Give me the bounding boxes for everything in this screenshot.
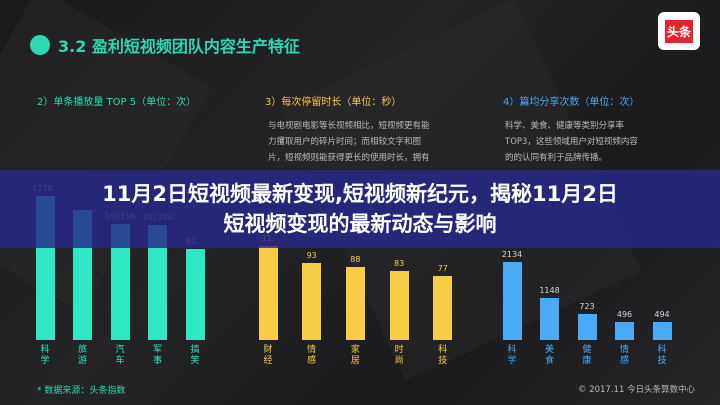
bar-时尚: [389, 270, 409, 340]
bar-搞笑: [185, 248, 205, 340]
value-label: 494: [654, 309, 670, 319]
value-label: 77: [437, 263, 448, 273]
bar-科技: [433, 275, 453, 340]
text-line: TOP3，这些领域用户对短视频内容: [505, 137, 638, 147]
bar-汽车: [110, 223, 130, 340]
text-line: 片，短视频则能获得更长的使用时长，拥有: [268, 153, 430, 163]
bullet-dot-icon: [30, 35, 50, 55]
category-label: 汽车: [115, 345, 125, 366]
logo-text: 头条: [664, 19, 693, 43]
category-label: 美食: [544, 345, 554, 366]
bar-美食: [540, 298, 559, 340]
bar-科学: [502, 262, 522, 340]
shares-description: 科学、美食、健康等类别分享率 TOP3，这些领域用户对短视频内容 的的认同有利于…: [505, 118, 638, 166]
category-label: 健康: [582, 345, 592, 366]
text-line: 与电视剧电影等长视频相比，短视频更有能: [268, 121, 430, 131]
category-label: 财经: [263, 345, 273, 366]
category-label: 搞笑: [190, 345, 200, 366]
section-title-duration: 3）每次停留时长（单位：秒）: [265, 97, 402, 108]
category-label: 情感: [307, 345, 317, 366]
data-source: * 数据来源：头条指数: [37, 386, 126, 396]
category-label: 旅游: [77, 345, 87, 366]
category-label: 科学: [40, 345, 50, 366]
category-label: 科技: [438, 345, 448, 366]
bar-健康: [577, 313, 597, 340]
text-line: 科学、美食、健康等类别分享率: [505, 121, 625, 131]
bar-军事: [148, 224, 167, 340]
value-label: 83: [394, 258, 405, 268]
category-label: 科技: [657, 345, 667, 366]
bar-情感: [615, 321, 634, 340]
copyright: © 2017.11 今日头条算数中心: [578, 385, 696, 395]
bar-财经: [258, 246, 278, 340]
duration-description: 与电视剧电影等长视频相比，短视频更有能 力攫取用户的碎片时间；而相较文字和图 片…: [268, 118, 430, 166]
value-label: 2134: [501, 250, 523, 259]
toutiao-logo: 头条: [658, 12, 700, 50]
value-label: 88: [350, 254, 361, 264]
section-title-shares: 4）篇均分享次数（单位：次）: [503, 97, 640, 108]
slide-title: 3.2 盈利短视频团队内容生产特征: [58, 37, 300, 56]
value-label: 496: [616, 309, 633, 319]
bar-情感: [302, 262, 322, 340]
value-label: 93: [306, 250, 317, 260]
section-title-plays: 2）单条播放量 TOP 5（单位：次）: [37, 97, 197, 108]
category-label: 家居: [350, 345, 360, 366]
category-label: 科学: [507, 345, 517, 366]
category-label: 时尚: [394, 345, 404, 366]
bar-科技: [652, 321, 672, 340]
value-label: 1148: [539, 286, 560, 296]
text-line: 的的认同有利于品牌传播。: [505, 153, 608, 163]
bar-家居: [345, 266, 365, 340]
headline-banner: 11月2日短视频最新变现,短视频新纪元，揭秘11月2日 短视频变现的最新动态与影…: [0, 170, 720, 248]
headline-line-1: 11月2日短视频最新变现,短视频新纪元，揭秘11月2日: [102, 182, 618, 206]
value-label: 723: [579, 301, 595, 311]
headline-line-2: 短视频变现的最新动态与影响: [223, 212, 497, 236]
slide-header: 3.2 盈利短视频团队内容生产特征: [30, 33, 300, 57]
category-label: 军事: [152, 345, 162, 366]
text-line: 力攫取用户的碎片时间；而相较文字和图: [268, 137, 422, 147]
category-label: 情感: [619, 345, 629, 366]
